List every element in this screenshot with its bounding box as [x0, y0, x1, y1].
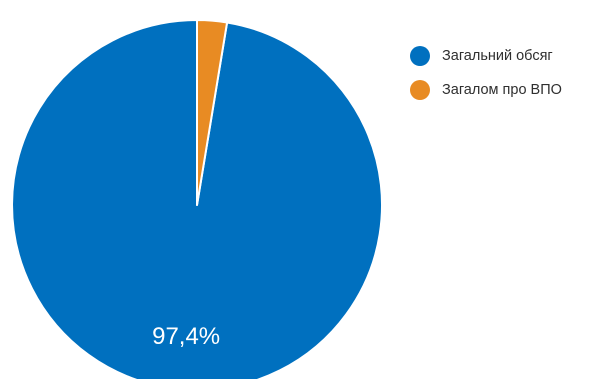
chart-legend: Загальний обсяг Загалом про ВПО — [410, 39, 600, 107]
pie-slice-0 — [11, 19, 384, 379]
legend-item-total-volume: Загальний обсяг — [410, 39, 600, 73]
pie-slice-1 — [196, 18, 229, 206]
legend-swatch-total-volume — [410, 46, 430, 66]
legend-label-total-volume: Загальний обсяг — [442, 47, 553, 64]
legend-item-idp-total: Загалом про ВПО — [410, 73, 600, 107]
legend-label-idp-total: Загалом про ВПО — [442, 81, 562, 98]
pie-slice-label-0: 97,4% — [152, 323, 220, 350]
legend-swatch-idp-total — [410, 80, 430, 100]
